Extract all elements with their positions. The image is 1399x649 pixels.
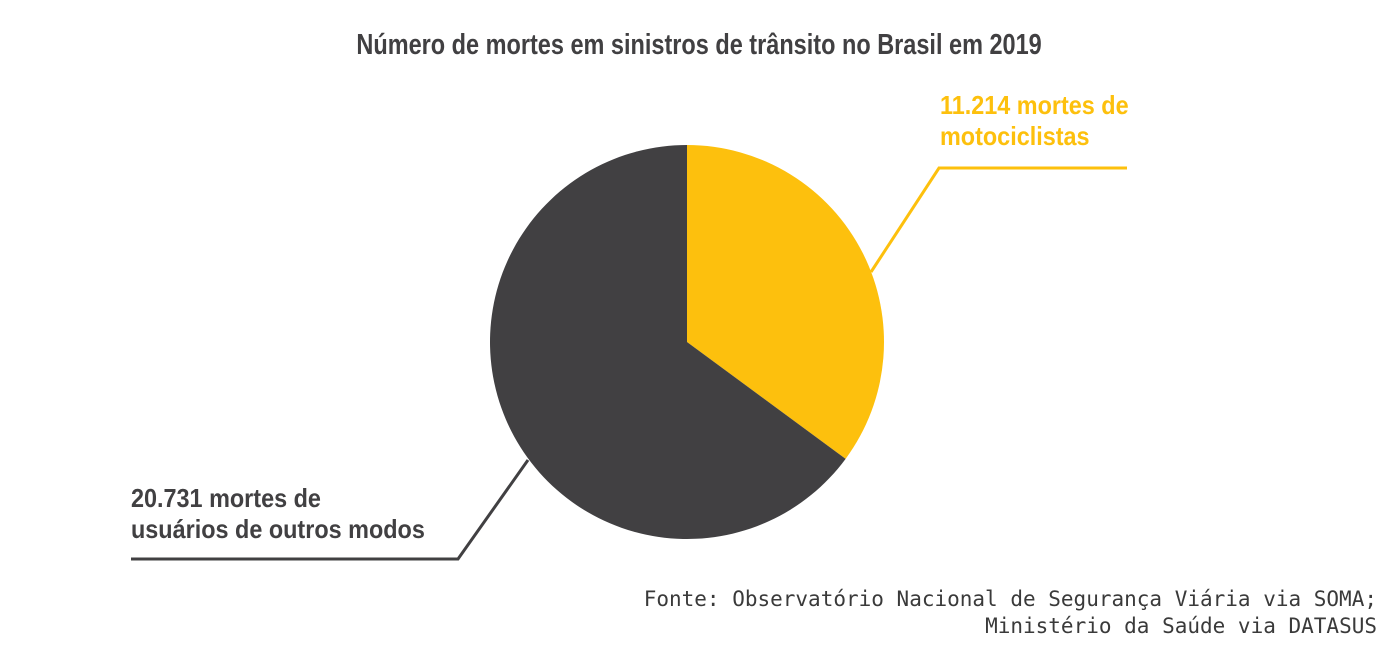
- source-credit-line2: Ministério da Saúde via DATASUS: [985, 614, 1377, 638]
- label-other-modes-line1: 20.731 mortes de: [131, 483, 321, 513]
- source-credit: Fonte: Observatório Nacional de Seguranç…: [644, 586, 1377, 640]
- label-motorcyclists-line2: motociclistas: [940, 121, 1090, 151]
- label-other-modes-line2: usuários de outros modos: [131, 514, 425, 544]
- label-motorcyclists: 11.214 mortes de motociclistas: [940, 90, 1150, 152]
- leader-line-motorcyclists: [869, 166, 1127, 273]
- label-other-modes: 20.731 mortes de usuários de outros modo…: [131, 483, 458, 545]
- chart-title-row: Número de mortes em sinistros de trânsit…: [0, 28, 1399, 62]
- pie-slice-other-modes: [490, 145, 846, 539]
- label-motorcyclists-line1: 11.214 mortes de: [940, 90, 1129, 120]
- leader-line-other-modes: [131, 459, 530, 561]
- source-credit-line1: Fonte: Observatório Nacional de Seguranç…: [643, 587, 1377, 611]
- chart-title: Número de mortes em sinistros de trânsit…: [356, 29, 1043, 61]
- pie-slice-motorcyclists: [687, 145, 885, 459]
